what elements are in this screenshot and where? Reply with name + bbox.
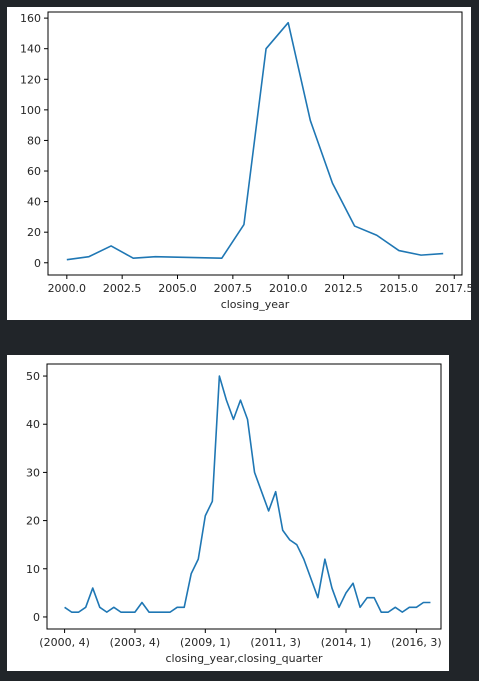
quarter-y-tick-label: 0 [33,611,40,624]
quarter-x-tick-label: (2011, 3) [250,636,301,649]
year-y-tick-label: 160 [20,12,41,25]
chart-panel-closing-quarter: 0 10 20 30 40 50 (2000, 4) (2003, 4) (2009, 1) (2… [7,355,449,671]
quarter-x-tick-label: (2016, 3) [391,636,442,649]
year-y-tick-label: 20 [27,226,41,239]
year-x-tick-label: 2002.5 [103,282,142,295]
quarter-x-tick-label: (2003, 4) [110,636,161,649]
line-chart-closing-quarter: 0 10 20 30 40 50 (2000, 4) (2003, 4) (2009, 1) (2… [26,363,442,665]
quarter-axes-frame [46,363,442,630]
year-y-tick-label: 80 [27,134,41,147]
year-x-tick-label: 2007.5 [214,282,253,295]
year-y-tick-label: 60 [27,165,41,178]
chart-panel-closing-year: 0 20 40 60 80 100 120 140 160 2000.0 2002.5 2005.0 2… [7,7,471,320]
quarter-y-tick-label: 30 [26,466,40,479]
year-series-line [66,21,444,261]
year-x-tick-label: 2015.0 [380,282,419,295]
year-x-tick-label: 2000.0 [48,282,87,295]
year-y-tick-label: 120 [20,73,41,86]
year-y-tick-label: 0 [34,257,41,270]
year-x-axis-label: closing_year [221,298,290,311]
quarter-x-tick-label: (2009, 1) [180,636,231,649]
year-x-tick-label: 2012.5 [324,282,363,295]
year-y-tick-label: 140 [20,43,41,56]
quarter-x-tick-label: (2000, 4) [39,636,90,649]
quarter-y-tick-label: 50 [26,370,40,383]
quarter-y-tick-label: 40 [26,418,40,431]
year-y-tick-label: 100 [20,104,41,117]
year-y-tick-label: 40 [27,196,41,209]
year-x-tick-label: 2010.0 [269,282,308,295]
quarter-y-tick-label: 20 [26,515,40,528]
quarter-x-axis-label: closing_year,closing_quarter [165,652,322,665]
quarter-x-tick-label: (2014, 1) [321,636,372,649]
quarter-series-line [64,375,431,613]
line-chart-closing-year: 0 20 40 60 80 100 120 140 160 2000.0 2002.5 2005.0 2… [20,11,471,311]
quarter-y-tick-label: 10 [26,563,40,576]
year-x-tick-label: 2005.0 [158,282,197,295]
year-axes-frame [47,11,463,276]
year-x-tick-label: 2017.5 [435,282,471,295]
